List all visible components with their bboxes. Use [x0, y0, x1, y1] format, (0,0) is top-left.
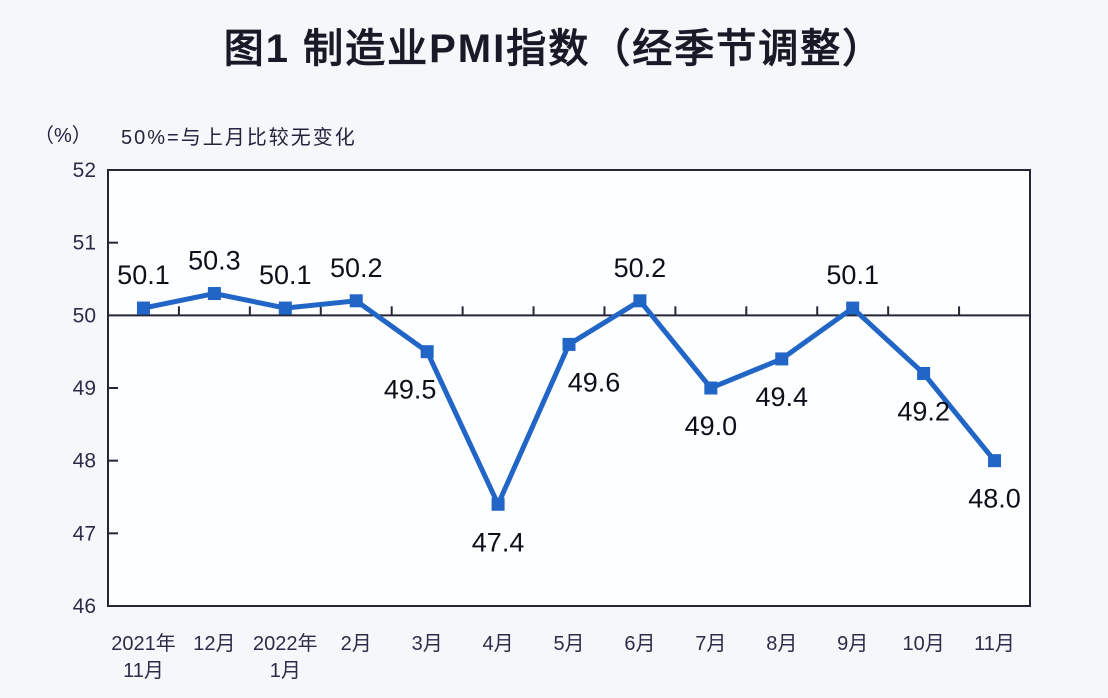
- data-point-marker: [988, 454, 1002, 468]
- y-axis-tick-label: 52: [73, 159, 96, 182]
- value-label: 49.2: [897, 396, 950, 426]
- x-axis-label: 12月: [193, 633, 235, 655]
- value-label: 50.1: [117, 260, 170, 290]
- data-point-marker: [349, 294, 363, 308]
- y-axis-tick-label: 47: [73, 522, 96, 545]
- value-label: 50.2: [614, 253, 667, 283]
- x-axis-label: 9月: [837, 633, 868, 655]
- x-axis-label: 6月: [624, 633, 655, 655]
- x-axis-label: 5月: [553, 633, 584, 655]
- y-axis-tick-label: 49: [73, 377, 96, 400]
- data-point-marker: [207, 287, 221, 301]
- x-axis-label: 11月: [974, 633, 1015, 655]
- value-label: 48.0: [968, 484, 1021, 514]
- x-axis-label: 10月: [902, 633, 944, 655]
- x-axis-label: 8月: [766, 633, 797, 655]
- value-label: 50.1: [259, 260, 312, 290]
- y-axis-unit-label: （%）: [34, 125, 92, 147]
- value-label: 50.2: [330, 253, 383, 283]
- x-axis-label: 4月: [483, 633, 514, 655]
- x-axis-label: 7月: [695, 633, 726, 655]
- value-label: 50.3: [188, 246, 241, 276]
- data-point-marker: [136, 301, 150, 315]
- y-axis-tick-label: 51: [73, 232, 96, 255]
- data-point-marker: [917, 366, 931, 380]
- x-axis-label: 2022年 1月: [253, 632, 318, 682]
- plot-area: [107, 169, 1031, 607]
- value-label: 50.1: [826, 260, 879, 290]
- data-point-marker: [420, 345, 434, 359]
- value-label: 47.4: [472, 527, 525, 557]
- value-label: 49.4: [755, 382, 808, 412]
- y-axis-tick-label: 48: [73, 450, 96, 473]
- data-point-marker: [278, 301, 292, 315]
- data-point-marker: [846, 301, 860, 315]
- data-point-marker: [562, 337, 576, 351]
- x-axis-label: 2月: [341, 633, 372, 655]
- data-point-marker: [704, 381, 718, 395]
- y-axis-tick-label: 46: [73, 595, 96, 618]
- value-label: 49.6: [568, 367, 621, 397]
- chart-title: 图1 制造业PMI指数（经季节调整）: [223, 27, 885, 71]
- value-label: 49.5: [384, 375, 437, 405]
- y-axis-tick-label: 50: [73, 304, 96, 327]
- data-point-marker: [491, 497, 505, 511]
- reference-note: 50%=与上月比较无变化: [121, 127, 357, 149]
- x-axis-label: 2021年 11月: [111, 632, 176, 682]
- value-label: 49.0: [685, 411, 738, 441]
- data-point-marker: [775, 352, 789, 366]
- data-point-marker: [633, 294, 647, 308]
- x-axis-label: 3月: [412, 633, 443, 655]
